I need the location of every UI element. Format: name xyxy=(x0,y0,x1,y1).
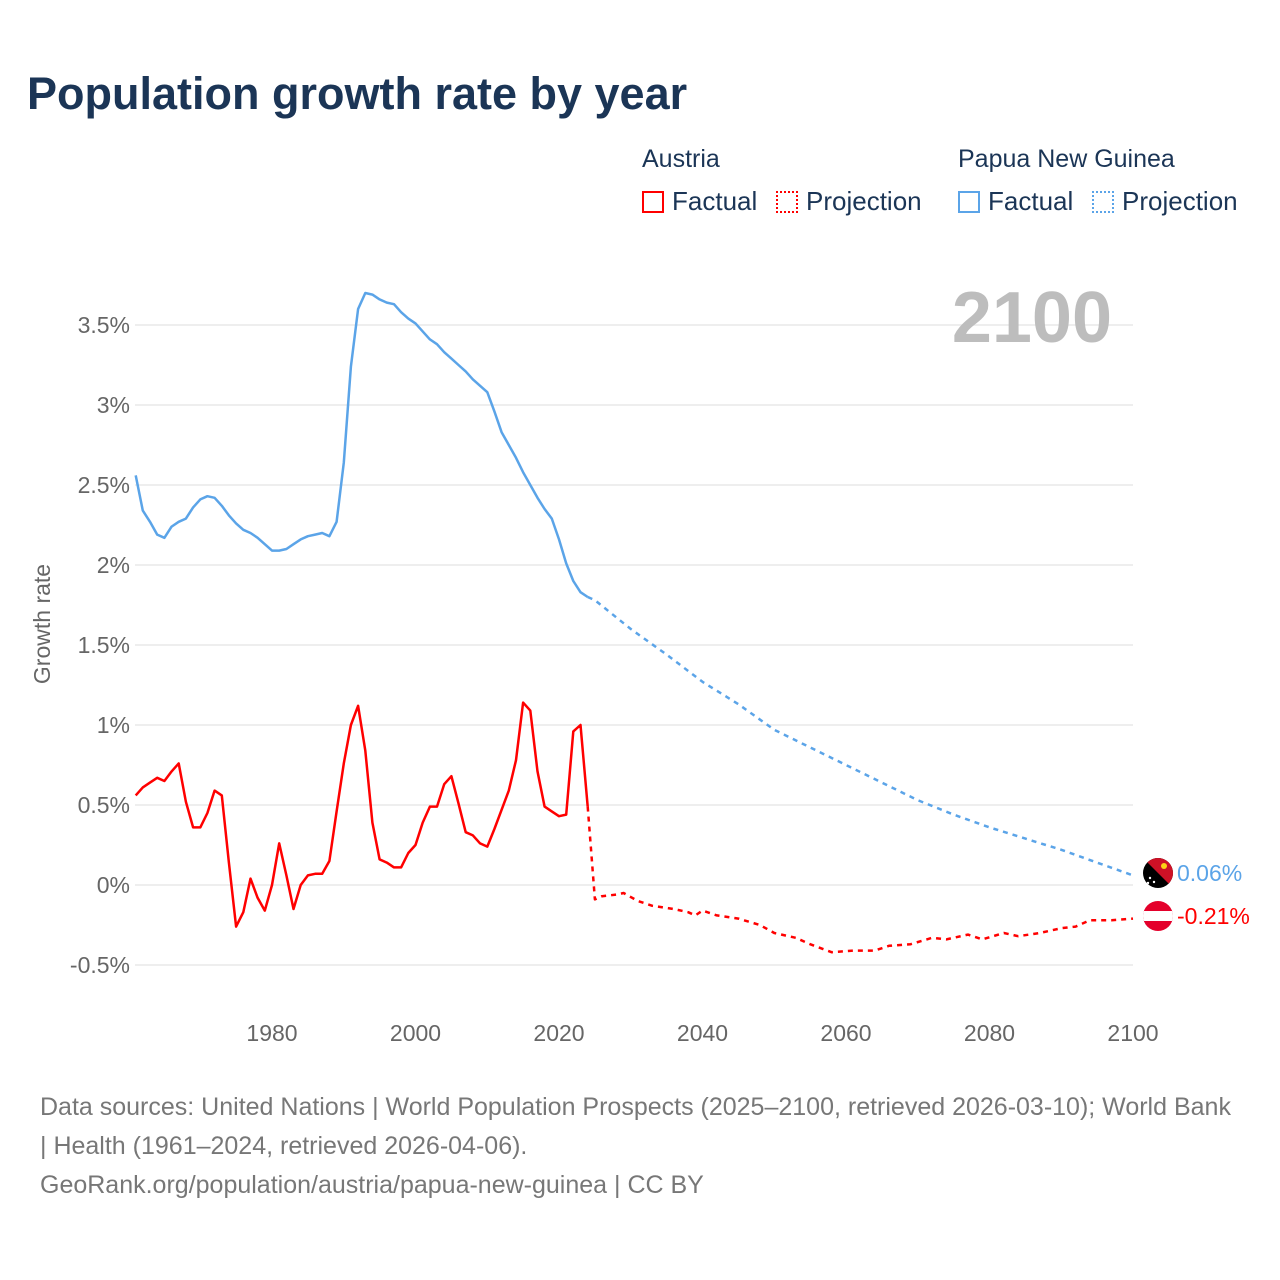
y-tick-label: 3% xyxy=(97,392,130,418)
y-tick-label: -0.5% xyxy=(70,952,130,978)
footer: Data sources: United Nations | World Pop… xyxy=(40,1088,1240,1205)
x-tick-label: 2000 xyxy=(390,1020,441,1046)
y-tick-label: 0.5% xyxy=(78,792,130,818)
legend-label: Factual xyxy=(672,186,758,216)
legend-png-factual[interactable]: Factual xyxy=(958,186,1073,217)
legend-label: Projection xyxy=(806,186,922,216)
series-line-papua-new-guinea-factual xyxy=(134,291,589,599)
legend-png-projection[interactable]: Projection xyxy=(1092,186,1238,217)
legend-austria-projection[interactable]: Projection xyxy=(776,186,922,217)
x-tick-label: 2080 xyxy=(964,1020,1015,1046)
legend-label: Projection xyxy=(1122,186,1238,216)
legend-swatch-dotted-icon xyxy=(776,190,798,213)
x-tick-label: 2060 xyxy=(820,1020,871,1046)
png-flag-icon xyxy=(1143,858,1173,888)
y-tick-label: 1% xyxy=(97,712,130,738)
legend-swatch-dotted-icon xyxy=(1092,190,1114,213)
series-line-papua-new-guinea-projection xyxy=(587,595,1134,877)
y-tick-label: 3.5% xyxy=(78,312,130,338)
austria-end-label: -0.21% xyxy=(1177,903,1250,929)
legend-png-title: Papua New Guinea xyxy=(958,145,1175,173)
y-tick-label: 2.5% xyxy=(78,472,130,498)
year-badge: 2100 xyxy=(952,278,1112,358)
png-end-label: 0.06% xyxy=(1177,860,1242,886)
x-tick-label: 1980 xyxy=(246,1020,297,1046)
x-tick-label: 2020 xyxy=(533,1020,584,1046)
legend-label: Factual xyxy=(988,186,1074,216)
y-tick-label: 2% xyxy=(97,552,130,578)
credit-link[interactable]: GeoRank.org/population/austria/papua-new… xyxy=(40,1171,704,1199)
austria-flag-icon xyxy=(1143,901,1173,931)
series-line-austria-factual xyxy=(134,701,589,928)
x-tick-label: 2100 xyxy=(1107,1020,1158,1046)
legend-austria-title: Austria xyxy=(642,145,720,173)
legend-swatch-solid-icon xyxy=(958,190,980,213)
x-tick-label: 2040 xyxy=(677,1020,728,1046)
series-line-austria-projection xyxy=(586,806,1134,954)
data-sources: Data sources: United Nations | World Pop… xyxy=(40,1093,1231,1160)
y-axis-label: Growth rate xyxy=(29,564,55,684)
y-tick-label: 0% xyxy=(97,872,130,898)
y-tick-label: 1.5% xyxy=(78,632,130,658)
page-title: Population growth rate by year xyxy=(27,68,688,119)
legend-swatch-solid-icon xyxy=(642,190,664,213)
legend-austria-factual[interactable]: Factual xyxy=(642,186,757,217)
